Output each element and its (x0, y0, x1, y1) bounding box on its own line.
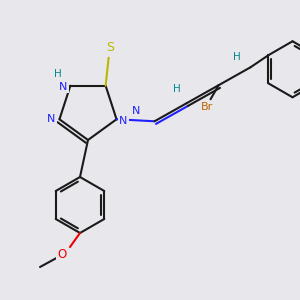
Text: H: H (233, 52, 240, 62)
Text: H: H (55, 69, 62, 79)
Text: N: N (47, 114, 56, 124)
Text: H: H (173, 84, 180, 94)
Text: S: S (106, 41, 114, 54)
Text: O: O (57, 248, 67, 262)
Text: N: N (119, 116, 128, 126)
Text: Br: Br (200, 102, 213, 112)
Text: N: N (59, 82, 68, 92)
Text: N: N (132, 106, 141, 116)
